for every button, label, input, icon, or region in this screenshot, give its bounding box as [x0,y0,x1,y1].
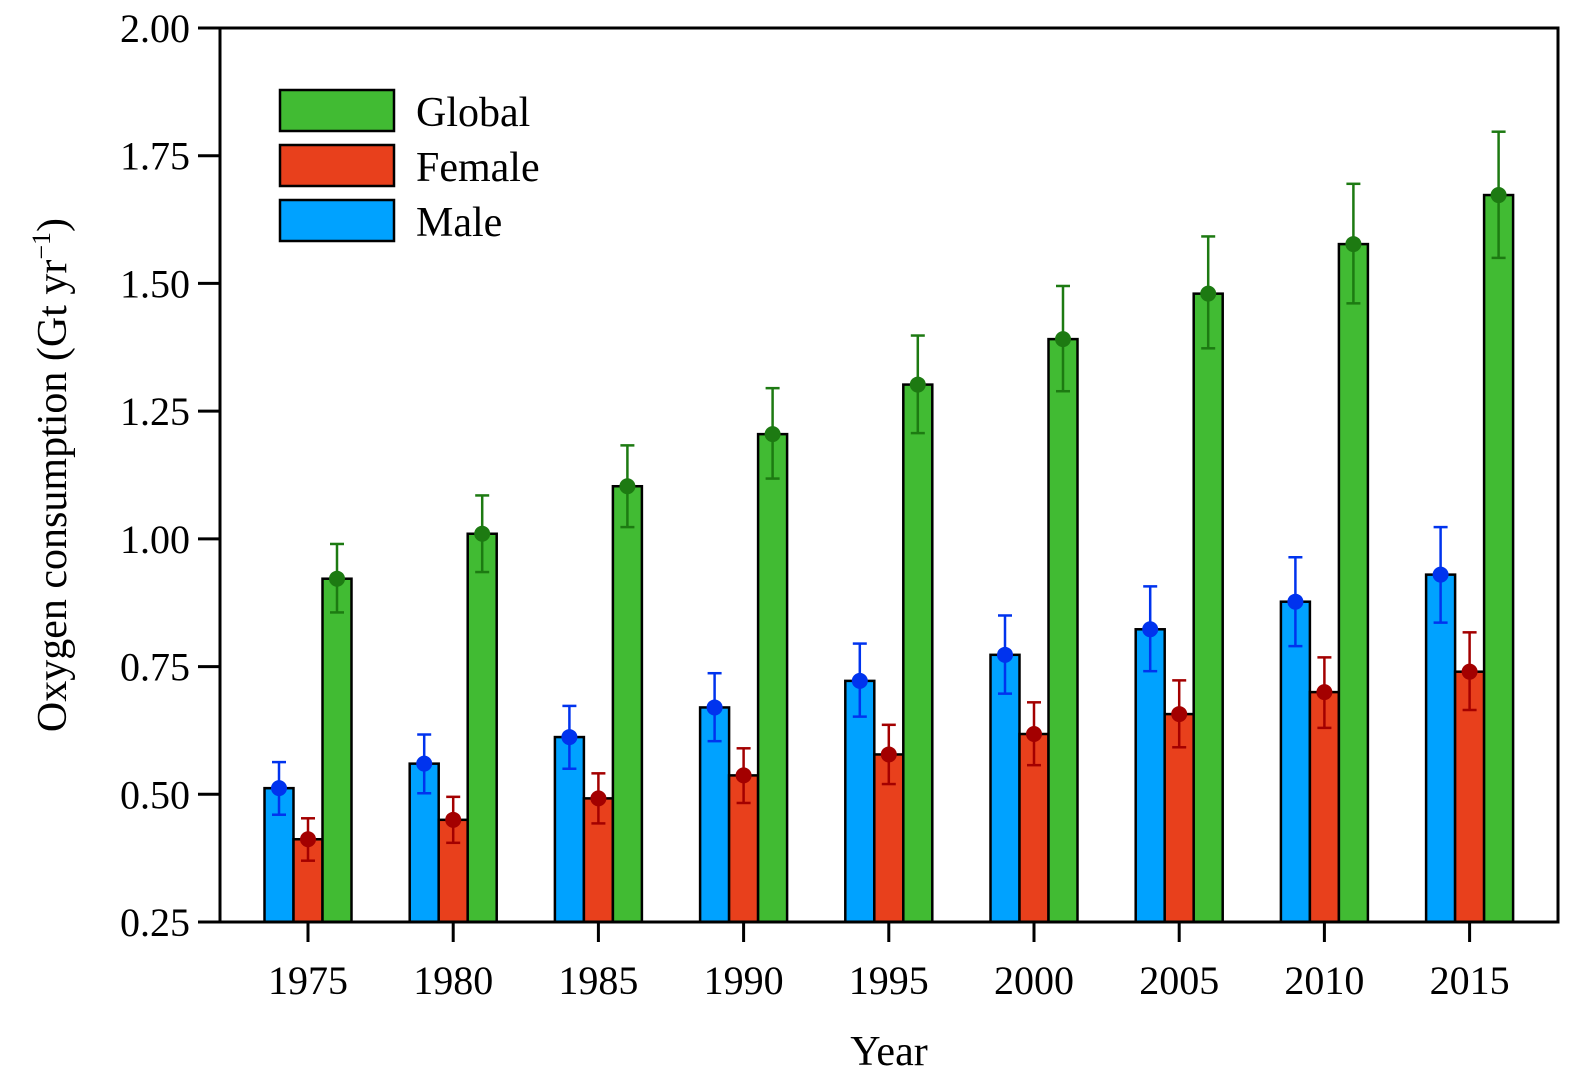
bar-global [611,484,644,924]
point-male [416,755,433,772]
bar-male [1424,573,1457,924]
bar-global [756,432,789,924]
bar-global [321,577,353,924]
x-tick-label: 2015 [1430,958,1510,1003]
legend-label-female: Female [416,145,540,191]
x-tick-label: 1985 [558,958,638,1003]
point-female [1171,706,1188,723]
bar-male [1279,600,1312,924]
point-male [997,646,1013,663]
x-tick-label: 2005 [1139,958,1219,1003]
point-global [619,478,636,495]
point-female [880,746,897,763]
y-tick-label: 0.25 [120,900,190,945]
y-tick-label: 1.75 [120,134,190,179]
bar-global [902,383,934,924]
x-tick-label: 1990 [704,958,784,1003]
bar-global [466,532,498,924]
bar-global [1192,292,1224,924]
point-female [1026,726,1042,743]
point-global [329,570,345,587]
y-axis-label-close: ) [30,218,76,232]
point-global [474,525,491,542]
legend-swatch-female [278,143,396,188]
point-female [590,790,607,807]
y-tick-label: 1.00 [120,517,190,562]
y-axis: 0.25 0.50 0.75 1.00 1.25 1.50 1.75 2.00 [120,6,220,945]
y-tick-label: 1.50 [120,261,190,306]
legend-label-male: Male [416,200,502,246]
point-female [300,831,316,848]
point-male [1287,593,1304,610]
point-global [1490,187,1507,204]
point-global [764,426,781,443]
legend-label-global: Global [416,90,530,136]
y-tick-label: 2.00 [120,6,190,51]
point-global [1345,236,1362,253]
x-tick-label: 1975 [268,958,348,1003]
point-male [561,729,578,746]
y-axis-label-sup: −1 [27,232,56,260]
point-male [1432,566,1449,583]
bar-global [1482,193,1515,924]
y-tick-label: 0.50 [120,772,190,817]
y-tick-label: 1.25 [120,389,190,434]
error-bars-layer [271,130,1507,862]
x-axis: 1975 1980 1985 1990 1995 2000 2005 2010 2015 [268,922,1510,1003]
bar-male [989,653,1021,924]
legend: Global Female Male [278,88,540,246]
x-tick-label: 1980 [413,958,493,1003]
point-female [735,767,752,784]
legend-swatch-global [278,88,396,133]
point-female [1461,663,1478,680]
bar-male [1134,628,1166,924]
x-tick-label: 2010 [1284,958,1364,1003]
bar-global [1337,242,1370,924]
point-male [1142,621,1159,638]
point-male [706,699,723,716]
point-female [1316,684,1333,701]
x-tick-label: 2000 [994,958,1074,1003]
point-global [909,376,926,393]
legend-swatch-male [278,198,396,243]
point-global [1200,285,1217,302]
point-global [1055,331,1071,348]
bar-global [1047,337,1079,924]
x-axis-label: Year [850,1029,927,1075]
point-female [445,811,462,828]
y-axis-label: Oxygen consumption (Gt yr−1) [27,218,76,732]
x-tick-label: 1995 [849,958,929,1003]
bar-female [1308,690,1341,924]
y-tick-label: 0.75 [120,645,190,690]
bars-layer [263,193,1515,924]
y-axis-label-main: Oxygen consumption (Gt yr [30,260,76,732]
point-male [271,780,287,797]
point-male [851,672,868,689]
